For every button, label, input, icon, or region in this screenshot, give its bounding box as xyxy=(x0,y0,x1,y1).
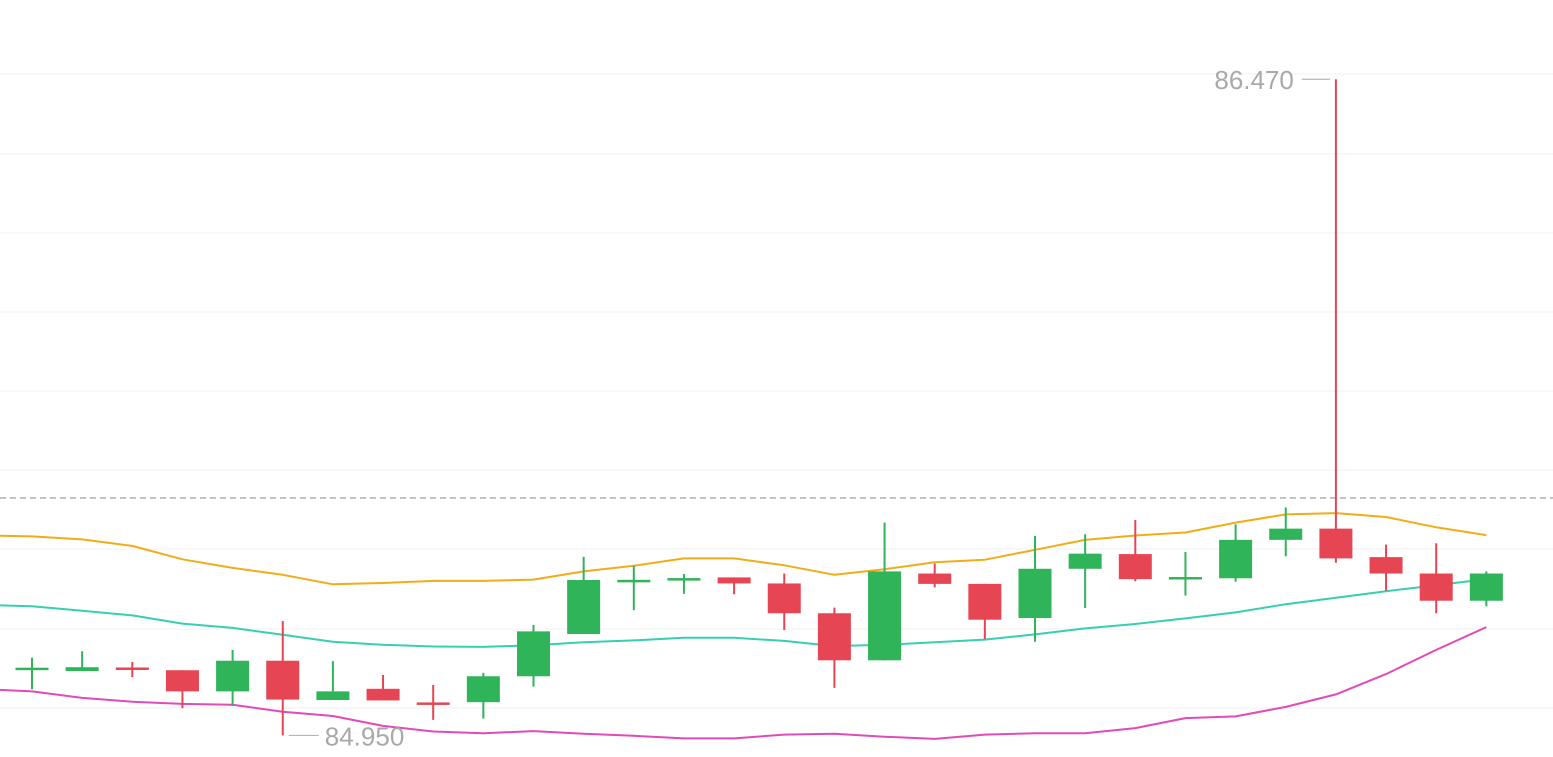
candle-body xyxy=(717,577,751,584)
candle-18 xyxy=(918,563,952,588)
candle-body xyxy=(1168,577,1202,580)
candle-body xyxy=(617,579,651,583)
candle-body xyxy=(115,667,149,670)
candle-14 xyxy=(717,577,751,595)
candle-22 xyxy=(1118,519,1152,582)
candle-3 xyxy=(165,670,199,709)
candle-13 xyxy=(667,573,701,594)
candle-11 xyxy=(567,556,601,634)
candle-21 xyxy=(1068,534,1102,609)
candle-body xyxy=(1018,568,1052,618)
candle-body xyxy=(65,667,99,672)
candle-15 xyxy=(767,573,801,631)
annotations-layer: 86.470 84.950 xyxy=(288,65,1330,751)
candle-24 xyxy=(1219,524,1253,582)
candle-6 xyxy=(316,661,350,701)
candle-body xyxy=(165,670,199,692)
bands-layer xyxy=(0,512,1487,740)
candle-body xyxy=(1319,528,1353,559)
candle-body xyxy=(868,571,902,661)
candle-17 xyxy=(868,522,902,661)
candle-23 xyxy=(1168,551,1202,596)
candle-body xyxy=(1419,573,1453,601)
middle-band-line xyxy=(0,578,1487,648)
candle-8 xyxy=(416,684,450,720)
candles-layer xyxy=(15,79,1503,736)
candle-28 xyxy=(1419,543,1453,614)
candle-0 xyxy=(15,657,49,690)
candle-27 xyxy=(1369,544,1403,591)
candle-body xyxy=(1219,539,1253,579)
candle-1 xyxy=(65,651,99,672)
candle-4 xyxy=(216,649,250,707)
candle-body xyxy=(1118,554,1152,580)
candle-body xyxy=(216,660,250,692)
candle-body xyxy=(266,660,300,700)
candle-9 xyxy=(466,672,500,719)
candle-body xyxy=(567,580,601,634)
candle-5 xyxy=(266,621,300,736)
candle-body xyxy=(466,676,500,703)
candle-body xyxy=(918,573,952,584)
candle-body xyxy=(968,583,1002,620)
candle-body xyxy=(366,688,400,701)
candle-26 xyxy=(1319,79,1353,563)
candle-body xyxy=(667,578,701,581)
upper-band-line xyxy=(0,512,1487,586)
candle-16 xyxy=(817,607,851,688)
candle-body xyxy=(517,631,550,677)
candle-20 xyxy=(1018,535,1052,642)
candle-body xyxy=(1269,528,1303,540)
candle-29 xyxy=(1469,571,1503,607)
candle-10 xyxy=(517,624,550,687)
candle-body xyxy=(1369,557,1403,574)
grid-layer xyxy=(0,73,1553,709)
candle-body xyxy=(817,613,851,661)
candle-body xyxy=(1469,573,1503,601)
candle-12 xyxy=(617,565,651,611)
candle-body xyxy=(15,667,49,671)
candle-25 xyxy=(1269,507,1303,557)
high-annotation-label: 86.470 xyxy=(1214,65,1294,95)
candle-7 xyxy=(366,674,400,701)
candle-2 xyxy=(115,662,149,678)
candle-19 xyxy=(968,583,1002,640)
candle-body xyxy=(767,583,801,614)
candle-body xyxy=(1068,553,1102,569)
candle-body xyxy=(316,691,350,701)
candle-body xyxy=(416,702,450,705)
low-annotation-label: 84.950 xyxy=(325,721,405,751)
